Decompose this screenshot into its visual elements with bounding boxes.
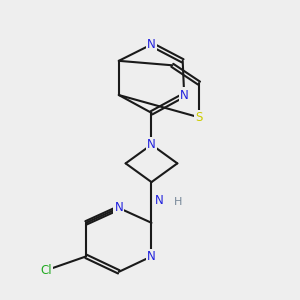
Text: Cl: Cl [40, 264, 52, 277]
Text: N: N [147, 38, 156, 51]
Text: N: N [147, 138, 156, 151]
Text: S: S [195, 111, 203, 124]
Text: N: N [154, 194, 163, 208]
Text: N: N [114, 202, 123, 214]
Text: N: N [180, 88, 189, 101]
Text: H: H [174, 197, 182, 208]
Text: N: N [147, 250, 156, 263]
